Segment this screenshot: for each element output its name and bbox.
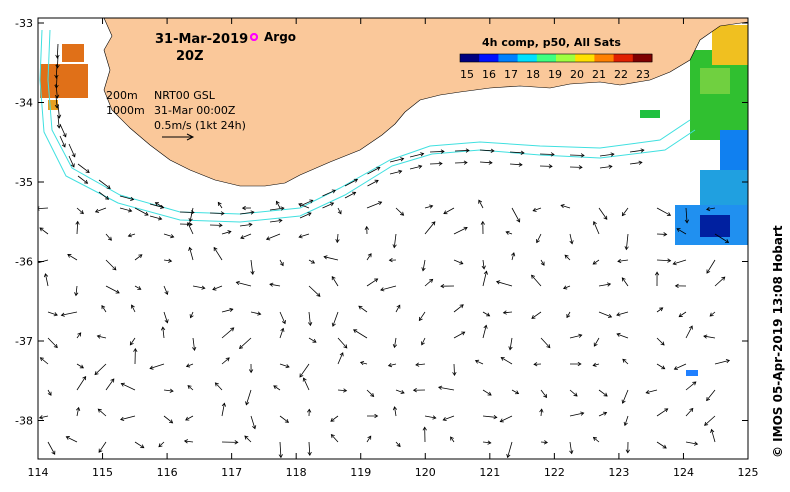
colorbar-segment [575, 54, 595, 62]
y-tick-label: -33 [15, 17, 33, 30]
map-frame [37, 17, 749, 460]
x-tick-label: 120 [415, 466, 436, 479]
colorbar-segment [632, 54, 653, 62]
colorbar-segment [556, 54, 576, 62]
colorbar-ticks: 15 16 17 18 19 20 21 22 23 [460, 68, 650, 81]
x-tick-label: 115 [92, 466, 113, 479]
x-tick-label: 122 [544, 466, 565, 479]
colorbar-tick-label: 22 [614, 68, 628, 81]
y-tick-label: -37 [15, 335, 33, 348]
isobath-200-label: 200m [106, 89, 138, 102]
y-tick-label: -34 [15, 97, 33, 110]
colorbar-segment [498, 54, 519, 62]
colorbar-tick-label: 16 [482, 68, 496, 81]
x-axis: 114 115 116 117 118 119 120 121 122 123 124 125 [28, 18, 759, 479]
scale-arrow-icon [162, 133, 195, 141]
colorbar-tick-label: 23 [636, 68, 650, 81]
colorbar-segment [479, 54, 499, 62]
argo-label: Argo [264, 30, 296, 44]
credit-text: © IMOS 05-Apr-2019 13:08 Hobart [771, 225, 785, 458]
y-tick-label: -38 [15, 415, 33, 428]
y-tick-label: -35 [15, 176, 33, 189]
colorbar-tick-label: 18 [526, 68, 540, 81]
colorbar-segment [460, 54, 480, 62]
isobath-1000-label: 1000m [106, 104, 145, 117]
colorbar-tick-label: 21 [592, 68, 606, 81]
product-label: NRT00 GSL [154, 89, 216, 102]
reference-time: 31-Mar 00:00Z [154, 104, 236, 117]
x-tick-label: 118 [286, 466, 307, 479]
x-tick-label: 116 [157, 466, 178, 479]
x-tick-label: 123 [608, 466, 629, 479]
current-vectors [38, 43, 731, 459]
y-tick-label: -36 [15, 256, 33, 269]
x-tick-label: 125 [738, 466, 759, 479]
colorbar-segment [594, 54, 615, 62]
argo-legend-icon [250, 33, 258, 41]
y-axis: -33 -34 -35 -36 -37 -38 [15, 17, 748, 428]
colorbar-tick-label: 19 [548, 68, 562, 81]
x-tick-label: 114 [28, 466, 49, 479]
colorbar-segment [517, 54, 538, 62]
isobath-200m [47, 29, 691, 215]
colorbar-segment [536, 54, 557, 62]
isobath-1000m [39, 29, 696, 223]
colorbar-segment [613, 54, 634, 62]
x-tick-label: 121 [479, 466, 500, 479]
map-date: 31-Mar-2019 [155, 32, 248, 47]
colorbar-tick-label: 15 [460, 68, 474, 81]
colorbar-tick-label: 17 [504, 68, 518, 81]
x-tick-label: 117 [221, 466, 242, 479]
colorbar-title: 4h comp, p50, All Sats [482, 36, 621, 49]
sst-patches [40, 25, 748, 376]
sst-colorbar [459, 53, 653, 63]
map-time: 20Z [176, 49, 204, 64]
colorbar-tick-label: 20 [570, 68, 584, 81]
x-tick-label: 119 [350, 466, 371, 479]
x-tick-label: 124 [673, 466, 694, 479]
scale-label: 0.5m/s (1kt 24h) [154, 119, 246, 132]
